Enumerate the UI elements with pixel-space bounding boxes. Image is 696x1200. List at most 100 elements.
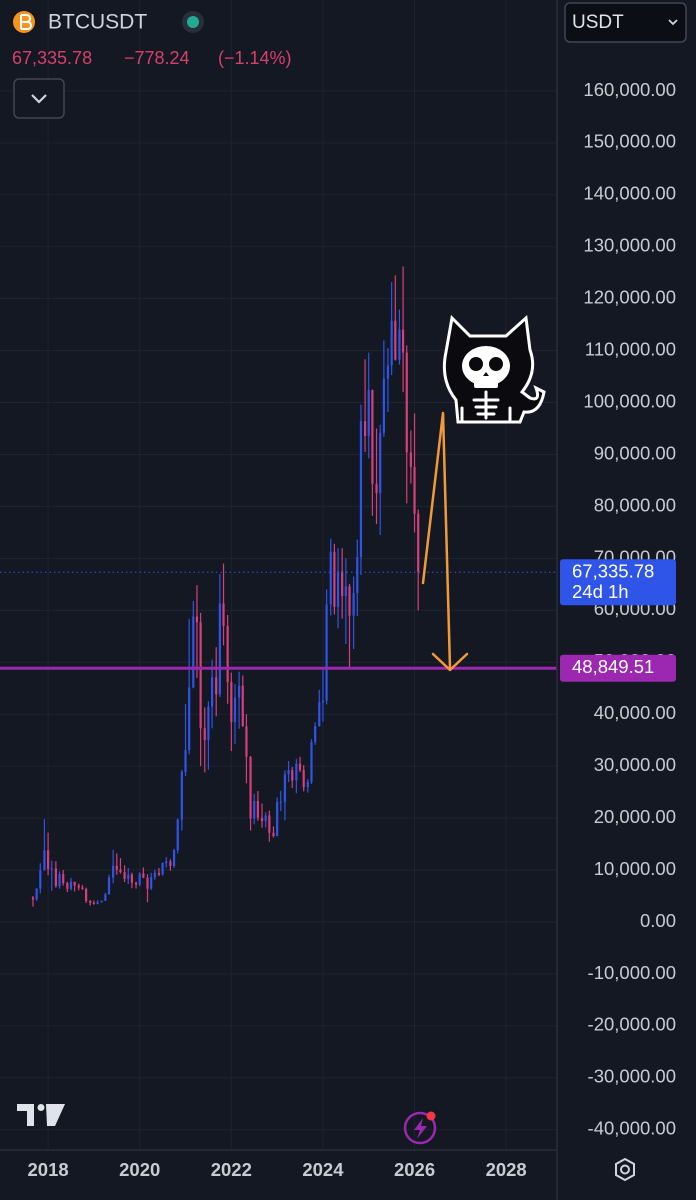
x-tick-label: 2024: [302, 1159, 344, 1180]
y-tick-label: 140,000.00: [583, 183, 676, 204]
candle-body: [359, 421, 363, 558]
price-label: 67,335.78: [572, 561, 654, 582]
candle-body: [260, 817, 264, 822]
candle-body: [58, 873, 61, 887]
candle-body: [50, 868, 53, 870]
candle-body: [264, 815, 267, 822]
candle-body: [123, 872, 126, 879]
price-summary: 67,335.78 −778.24 (−1.14%): [12, 48, 292, 68]
candle-body: [165, 861, 168, 864]
candle-body: [405, 352, 408, 453]
candle-body: [130, 874, 134, 883]
candle-body: [134, 882, 138, 885]
candle-body: [341, 571, 344, 596]
candle-body: [188, 687, 191, 751]
candle-body: [104, 894, 107, 901]
candle-body: [161, 863, 164, 875]
y-tick-label: 160,000.00: [583, 79, 676, 100]
candle-body: [401, 329, 405, 353]
candle-body: [238, 685, 241, 698]
candle-body: [367, 390, 370, 436]
candle-body: [96, 902, 99, 905]
candle-body: [295, 763, 298, 781]
price-label-box: [560, 559, 676, 606]
candle-body: [184, 750, 187, 772]
candle-body: [66, 883, 69, 889]
candle-body: [210, 677, 214, 707]
candle-body: [233, 697, 237, 722]
drawing-arrow: [421, 411, 469, 672]
y-tick-label: 0.00: [640, 910, 676, 931]
candle-body: [119, 869, 122, 873]
candle-body: [375, 483, 378, 494]
candle-body: [230, 682, 233, 722]
candles: [31, 266, 420, 907]
candle-body: [310, 742, 313, 782]
candle-body: [127, 874, 130, 879]
y-tick-label: 20,000.00: [594, 806, 676, 827]
candle-body: [398, 329, 401, 360]
currency-select[interactable]: USDT: [564, 2, 687, 43]
candle-body: [100, 900, 103, 903]
collapse-button[interactable]: [13, 78, 65, 119]
candle-body: [276, 801, 279, 837]
x-tick-label: 2018: [28, 1159, 69, 1180]
candle-body: [77, 885, 80, 888]
candle-body: [81, 887, 84, 889]
coin-glyph: [20, 14, 33, 30]
candle-body: [92, 902, 96, 905]
candle-body: [54, 868, 57, 887]
candle-body: [363, 421, 367, 436]
candle-body: [245, 726, 248, 757]
candle-body: [314, 726, 317, 743]
candle-body: [146, 877, 149, 889]
candle-body: [253, 800, 256, 819]
candle-body: [272, 832, 275, 837]
settings-button[interactable]: [615, 1157, 635, 1182]
price-label: 48,849.51: [572, 656, 654, 677]
candle-body: [287, 770, 290, 775]
y-tick-label: -10,000.00: [588, 962, 676, 983]
tradingview-logo[interactable]: [17, 1104, 65, 1126]
candle-body: [302, 770, 305, 788]
candle-body: [62, 873, 65, 884]
candle-body: [386, 365, 390, 379]
candle-body: [215, 677, 218, 695]
y-tick-label: -20,000.00: [588, 1014, 676, 1035]
candle-body: [344, 586, 347, 596]
candle-body: [417, 513, 420, 573]
y-tick-label: 130,000.00: [583, 235, 676, 256]
candle-body: [371, 390, 374, 484]
candle-body: [333, 551, 336, 607]
change: −778.24: [124, 48, 190, 68]
y-tick-label: 10,000.00: [594, 858, 676, 879]
candle-body: [73, 881, 76, 886]
candle-body: [31, 897, 35, 900]
currency: USDT: [572, 12, 624, 33]
candle-body: [138, 873, 141, 885]
candle-body: [218, 603, 221, 695]
candle-body: [176, 819, 179, 851]
lightning-button[interactable]: [403, 1111, 437, 1145]
candle-body: [39, 870, 42, 889]
candle-body: [69, 881, 73, 889]
y-tick-label: 90,000.00: [594, 442, 676, 463]
candle-body: [352, 593, 355, 616]
symbol-header[interactable]: BTCUSDT: [13, 11, 204, 34]
candle-body: [142, 873, 145, 878]
candle-body: [241, 685, 244, 727]
candle-body: [153, 872, 156, 878]
candle-body: [169, 861, 172, 866]
candle-body: [172, 850, 176, 866]
candle-body: [379, 432, 382, 494]
y-tick-label: 100,000.00: [583, 390, 676, 411]
candle-body: [115, 865, 118, 870]
candle-body: [207, 706, 210, 740]
candle-body: [199, 622, 202, 729]
candle-body: [46, 850, 50, 869]
y-tick-label: -40,000.00: [588, 1118, 676, 1139]
x-tick-label: 2020: [119, 1159, 160, 1180]
candle-body: [291, 770, 294, 781]
candle-body: [325, 604, 328, 701]
